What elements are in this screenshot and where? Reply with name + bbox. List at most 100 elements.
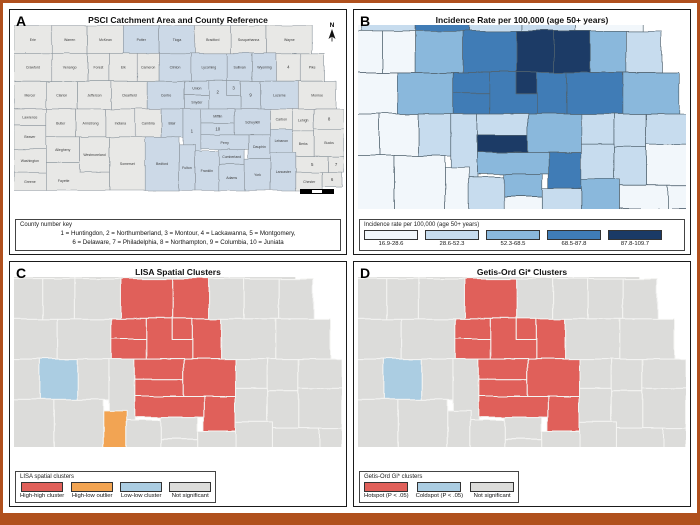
county-philadelphia <box>662 427 686 447</box>
county-label: Schuylkill <box>245 120 260 124</box>
county-label: Clarion <box>56 93 67 97</box>
county-label: 10 <box>215 126 220 131</box>
legend-lisa: LISA spatial clusters High-high cluster H… <box>15 470 217 503</box>
county-label: Jefferson <box>87 93 101 97</box>
county-bedford <box>397 398 448 447</box>
legend-label: Low-low cluster <box>120 493 162 499</box>
county-label: 9 <box>249 92 252 97</box>
legend-getis-ord-title: Getis-Ord Gi* clusters <box>364 473 423 480</box>
county-label: Franklin <box>201 169 213 173</box>
county-union <box>455 318 491 340</box>
county-label: 4 <box>287 65 290 70</box>
county-clinton <box>417 278 465 320</box>
county-label: Adams <box>226 176 237 180</box>
county-label: Lawrence <box>22 115 37 119</box>
county-lycoming <box>463 278 517 320</box>
county-luzerne <box>566 72 624 115</box>
county-indiana <box>358 358 385 400</box>
county-lehigh <box>610 358 644 392</box>
legend-getis-ord-classes: Hotspot (P < .05) Coldspot (P < .05) Not s… <box>364 481 515 499</box>
county-snyder <box>111 338 147 360</box>
county-franklin <box>125 419 162 447</box>
scale-bar <box>300 189 334 194</box>
county-juniata <box>134 378 185 398</box>
county-label: Susquehanna <box>238 38 259 42</box>
map-incidence-rate <box>358 25 686 209</box>
county-cumberland <box>503 173 544 198</box>
county-clearfield <box>358 318 402 360</box>
county-lackawanna <box>589 30 627 73</box>
county-northampton <box>642 358 686 389</box>
county-cumberland <box>504 416 543 441</box>
county-montgomery <box>619 184 668 209</box>
north-arrow-glyph <box>328 29 336 42</box>
county-label: Mercer <box>25 93 37 97</box>
county-lackawanna <box>587 278 624 320</box>
panel-d: D Getis-Ord Gi* Clusters Getis-Ord Gi* c… <box>353 261 691 507</box>
county-label: Washington <box>21 159 39 163</box>
county-dauphin <box>547 396 581 432</box>
county-pike <box>278 278 314 320</box>
county-fayette <box>45 162 110 191</box>
legend-incidence: Incidence rate per 100,000 (age 50+ year… <box>359 218 685 251</box>
legend-label: 68.5-87.8 <box>561 241 587 247</box>
county-snyder <box>455 338 491 360</box>
county-label: 2 <box>217 90 220 95</box>
county-monroe <box>275 318 331 360</box>
county-elk <box>14 278 44 320</box>
county-label: Butler <box>56 121 66 125</box>
county-label: Berks <box>299 142 308 146</box>
legend-item: 16.9-28.6 <box>364 229 418 247</box>
county-label: Lehigh <box>298 118 308 122</box>
county-label: Cumberland <box>222 155 241 159</box>
county-cameron <box>42 278 75 320</box>
county-carbon <box>579 358 612 389</box>
county-blair <box>420 358 454 400</box>
county-label: Fulton <box>182 166 192 170</box>
panel-b-letter: B <box>360 13 371 29</box>
county-clinton <box>414 30 463 73</box>
county-columbia <box>536 72 567 115</box>
county-schuylkill <box>527 358 581 398</box>
county-label: Wyoming <box>257 66 271 70</box>
panel-b-title: Incidence Rate per 100,000 (age 50+ year… <box>435 15 609 25</box>
county-bedford <box>394 155 446 209</box>
county-key-title: County number key <box>20 222 73 228</box>
county-mifflin <box>478 358 529 380</box>
county-franklin <box>468 176 505 209</box>
county-lycoming <box>119 278 173 320</box>
legend-swatch <box>547 229 601 240</box>
county-cambria <box>383 358 422 400</box>
county-carbon <box>581 113 615 145</box>
county-luzerne <box>220 318 277 360</box>
county-monroe <box>619 318 675 360</box>
legend-label: Not significant <box>473 493 511 499</box>
county-montour <box>515 72 538 94</box>
county-cameron <box>386 278 419 320</box>
county-clearfield <box>358 72 398 115</box>
county-philadelphia <box>667 184 686 209</box>
county-perry <box>478 396 549 418</box>
legend-swatch <box>364 481 409 492</box>
legend-item: Hotspot (P < .05) <box>364 481 409 499</box>
panel-c-letter: C <box>16 265 27 281</box>
county-columbia <box>535 318 566 360</box>
county-indiana <box>358 113 380 156</box>
county-elk <box>358 278 388 320</box>
legend-label: Hotspot (P < .05) <box>364 493 409 499</box>
county-label: Blair <box>169 121 177 125</box>
county-somerset <box>358 398 399 447</box>
county-label: Monroe <box>311 93 323 97</box>
county-pike <box>622 278 658 320</box>
county-number-key: County number key 1 = Huntingdon, 2 = No… <box>15 219 341 251</box>
county-philadelphia <box>318 427 342 447</box>
county-montgomery <box>616 427 664 447</box>
county-label: Snyder <box>191 100 203 104</box>
county-label: Fayette <box>58 179 70 183</box>
county-lebanon <box>581 143 615 180</box>
county-juniata <box>477 134 529 153</box>
county-wyoming <box>553 278 589 320</box>
county-huntingdon <box>450 113 478 177</box>
legend-label: 28.6-52.3 <box>439 241 465 247</box>
map-getis-ord-clusters <box>358 277 686 447</box>
